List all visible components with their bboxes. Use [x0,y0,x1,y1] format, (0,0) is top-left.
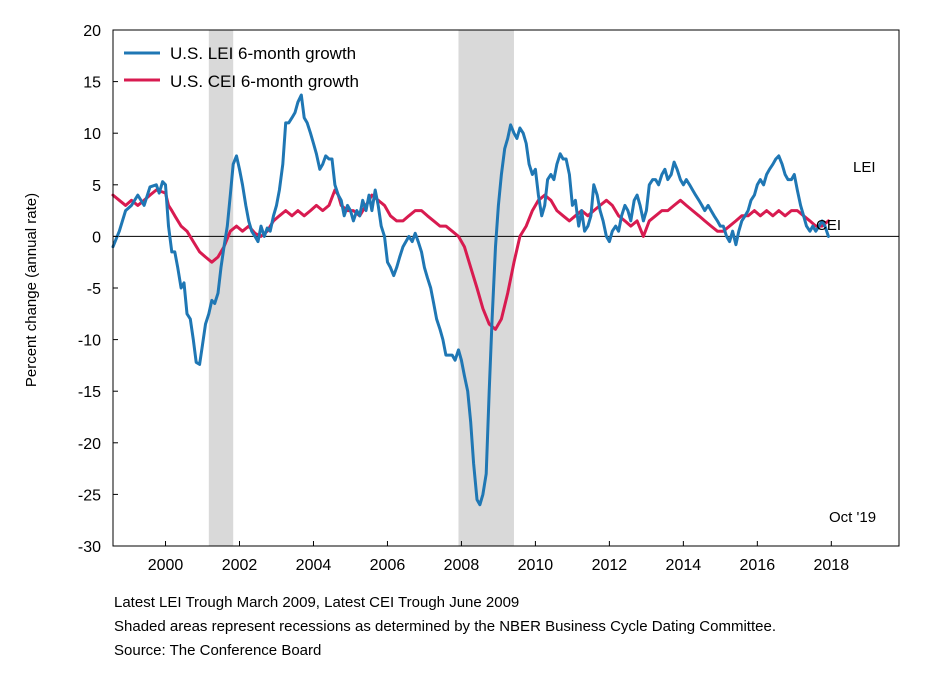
y-tick-label: -20 [78,436,101,453]
x-tick-label: 2006 [370,557,406,574]
y-tick-label: -30 [78,539,101,556]
y-tick-label: -25 [78,487,101,504]
y-tick-label: 5 [92,178,101,195]
note-trough: Latest LEI Trough March 2009, Latest CEI… [114,594,520,611]
recession-shading-layer [208,30,514,546]
y-tick-label: 10 [83,126,101,143]
x-axis: 2000 2002 2004 2006 2008 2010 2012 2014 2016 2018 [148,541,849,574]
x-tick-label: 2008 [444,557,480,574]
series-layer [111,93,830,507]
y-tick-label: 15 [83,75,101,92]
annotation-date-label: Oct '19 [829,509,876,526]
y-tick-label: 20 [83,23,101,40]
series-line-lei [111,93,830,507]
x-tick-label: 2010 [518,557,554,574]
note-source: Source: The Conference Board [114,642,322,659]
y-tick-label: 0 [92,229,101,246]
legend-label-lei: U.S. LEI 6-month growth [170,44,356,63]
y-tick-label: -10 [78,333,101,350]
legend: U.S. LEI 6-month growth U.S. CEI 6-month… [124,44,359,91]
recession-band-1 [208,30,234,546]
y-tick-label: -15 [78,384,101,401]
x-tick-label: 2012 [592,557,628,574]
x-tick-label: 2004 [296,557,332,574]
y-axis: 20 15 10 5 0 -5 -10 -15 -20 -25 -30 [78,23,118,556]
y-axis-label: Percent change (annual rate) [23,193,40,387]
annotation-lei-label: LEI [853,159,876,176]
x-tick-label: 2000 [148,557,184,574]
y-tick-label: -5 [87,281,101,298]
note-recessions: Shaded areas represent recessions as det… [114,618,776,635]
x-tick-label: 2018 [814,557,850,574]
x-tick-label: 2002 [222,557,258,574]
annotation-cei-label: CEI [816,217,841,234]
x-tick-label: 2014 [666,557,702,574]
legend-label-cei: U.S. CEI 6-month growth [170,72,359,91]
x-tick-label: 2016 [740,557,776,574]
